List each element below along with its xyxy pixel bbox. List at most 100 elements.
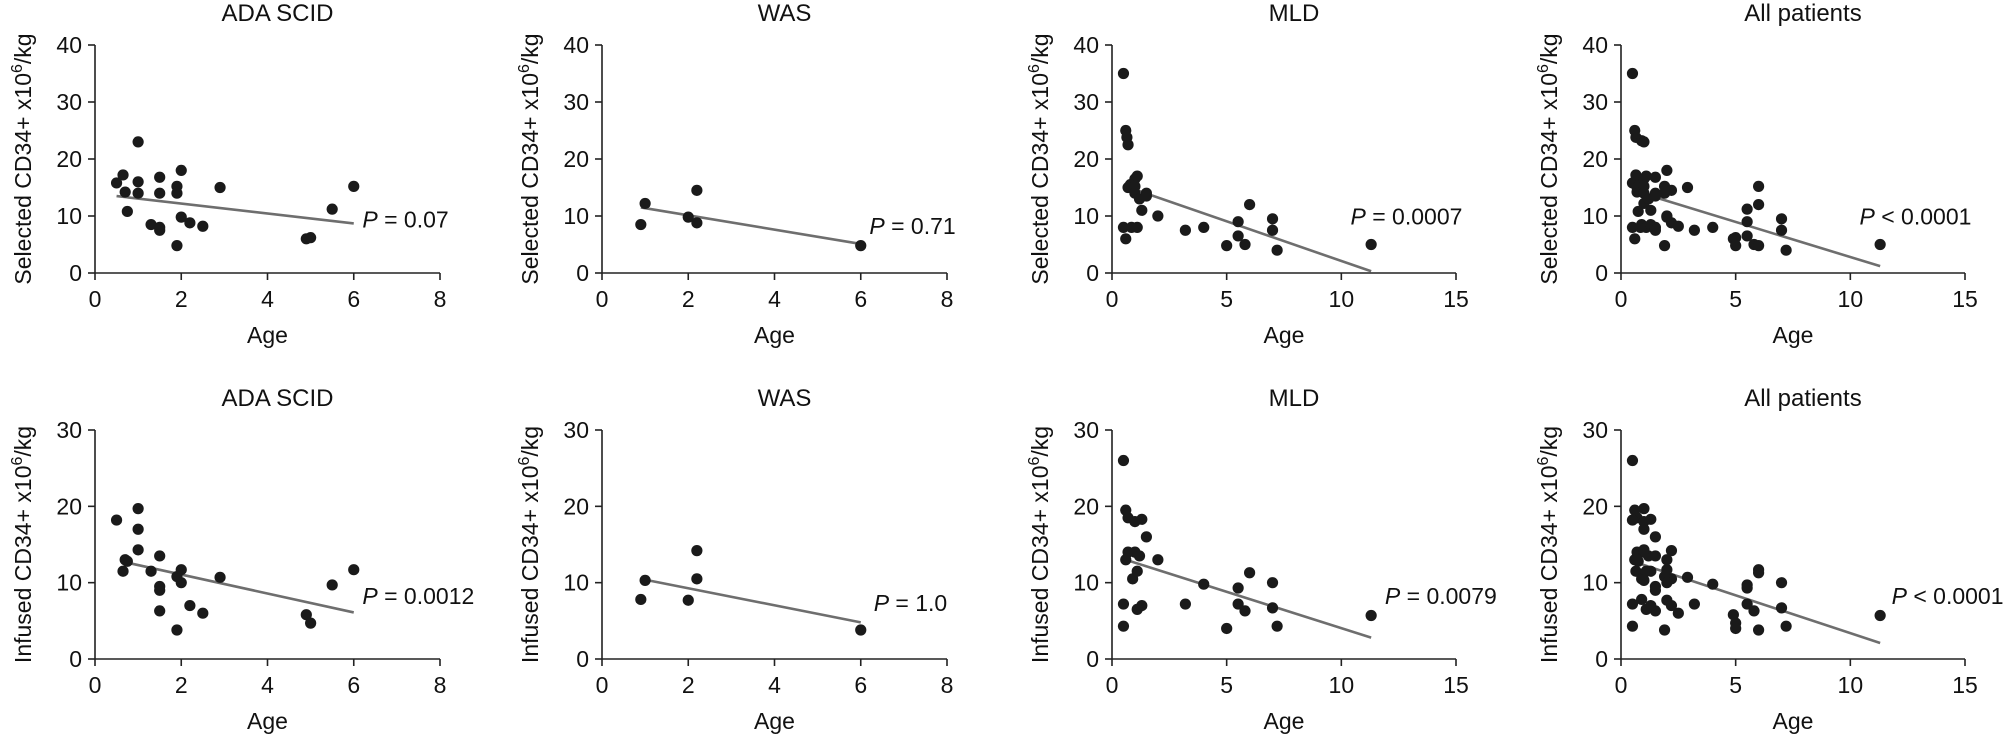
data-point (1665, 599, 1678, 612)
data-point (1626, 67, 1639, 80)
data-point (132, 503, 144, 515)
data-point (1775, 577, 1788, 589)
data-point (1649, 531, 1661, 543)
data-point (1741, 598, 1753, 610)
y-tick-label: 10 (1582, 570, 1608, 596)
x-axis-label: Age (1264, 322, 1305, 348)
data-point (300, 609, 312, 621)
data-point (1626, 620, 1639, 632)
y-tick-label: 0 (576, 646, 589, 672)
data-point (1120, 233, 1132, 245)
y-axis-label-main: Selected CD34+ x10 (1536, 73, 1562, 285)
y-tick-label: 10 (56, 570, 82, 596)
p-symbol: P (1892, 583, 1908, 609)
y-tick-label: 20 (563, 493, 589, 519)
data-point (1133, 550, 1146, 562)
data-point (1244, 567, 1256, 579)
x-tick-label: 4 (261, 672, 274, 698)
p-value-label: P = 0.0012 (362, 583, 474, 609)
data-point (1638, 503, 1650, 515)
x-tick-label: 0 (89, 286, 102, 312)
y-tick-label: 20 (56, 493, 82, 519)
y-tick-label: 0 (1595, 646, 1608, 672)
data-point (1649, 584, 1661, 596)
data-point (1140, 531, 1152, 543)
data-point (1131, 221, 1143, 233)
y-axis-label-unit: /kg (10, 33, 36, 64)
y-axis-label: Selected CD34+ x106/kg (1535, 33, 1562, 284)
p-symbol: P (1351, 204, 1367, 230)
y-tick-label: 30 (1582, 417, 1608, 443)
data-point (1665, 545, 1678, 557)
data-point (855, 240, 867, 252)
x-tick-label: 15 (1952, 672, 1978, 698)
data-point (175, 164, 187, 176)
data-point (1753, 624, 1765, 636)
y-axis-label-unit: /kg (1027, 33, 1053, 64)
data-point (119, 186, 131, 198)
data-point (1874, 609, 1886, 622)
y-axis-label-exponent: 6 (516, 457, 533, 466)
data-point (132, 187, 144, 199)
x-tick-label: 5 (1729, 286, 1742, 312)
y-tick-label: 0 (576, 260, 589, 286)
data-point (1179, 598, 1191, 610)
data-point (1874, 238, 1886, 251)
y-axis-label-exponent: 6 (1535, 457, 1552, 466)
data-point (1727, 609, 1739, 621)
data-point (1753, 199, 1765, 211)
panel-title: ADA SCID (221, 385, 333, 412)
data-point (132, 136, 144, 148)
regression-line (116, 194, 354, 225)
y-tick-label: 20 (1073, 493, 1099, 519)
x-tick-label: 0 (1615, 286, 1628, 312)
panel-8: 0 10 20 30 0 5 10 15 All patients Age Infused CD34… (1535, 385, 2004, 734)
y-tick-label: 0 (1086, 646, 1099, 672)
data-point (171, 240, 183, 252)
data-point (145, 218, 157, 231)
data-point (1232, 230, 1244, 242)
data-point (110, 514, 123, 526)
panel-title: ADA SCID (221, 0, 333, 27)
data-point (691, 217, 703, 229)
data-point (305, 617, 317, 629)
data-point (1131, 170, 1143, 182)
data-point (1232, 598, 1244, 610)
x-tick-label: 15 (1443, 286, 1469, 312)
data-point (348, 564, 360, 576)
y-axis-label-main: Selected CD34+ x10 (10, 73, 36, 285)
data-point (326, 203, 338, 215)
y-tick-label: 10 (56, 203, 82, 229)
data-point (1239, 605, 1251, 617)
data-point (1365, 609, 1377, 622)
x-tick-label: 2 (682, 672, 695, 698)
data-point (639, 197, 651, 210)
data-point (1244, 199, 1256, 211)
data-point (132, 176, 144, 188)
p-value: = 0.71 (885, 213, 956, 239)
x-tick-label: 0 (89, 672, 102, 698)
y-tick-label: 30 (1073, 89, 1099, 115)
x-tick-label: 6 (347, 286, 360, 312)
x-tick-label: 15 (1443, 672, 1469, 698)
data-point (1661, 577, 1673, 589)
y-tick-label: 10 (1073, 570, 1099, 596)
x-tick-label: 0 (596, 286, 609, 312)
data-point (110, 177, 123, 189)
data-point (1640, 565, 1652, 577)
y-axis-label: Infused CD34+ x106/kg (9, 426, 36, 663)
p-value: < 0.0001 (1875, 204, 1972, 230)
p-value-label: P < 0.0001 (1860, 204, 1972, 230)
data-point (1730, 622, 1742, 635)
y-axis-label-exponent: 6 (9, 64, 26, 73)
data-point (1649, 224, 1661, 236)
y-tick-label: 40 (1582, 32, 1608, 58)
y-axis-label: Infused CD34+ x106/kg (1026, 426, 1053, 663)
y-axis-label-main: Infused CD34+ x10 (1027, 466, 1053, 664)
data-point (1152, 210, 1164, 222)
data-point (1198, 221, 1210, 233)
data-point (1636, 593, 1648, 606)
x-tick-label: 0 (596, 672, 609, 698)
